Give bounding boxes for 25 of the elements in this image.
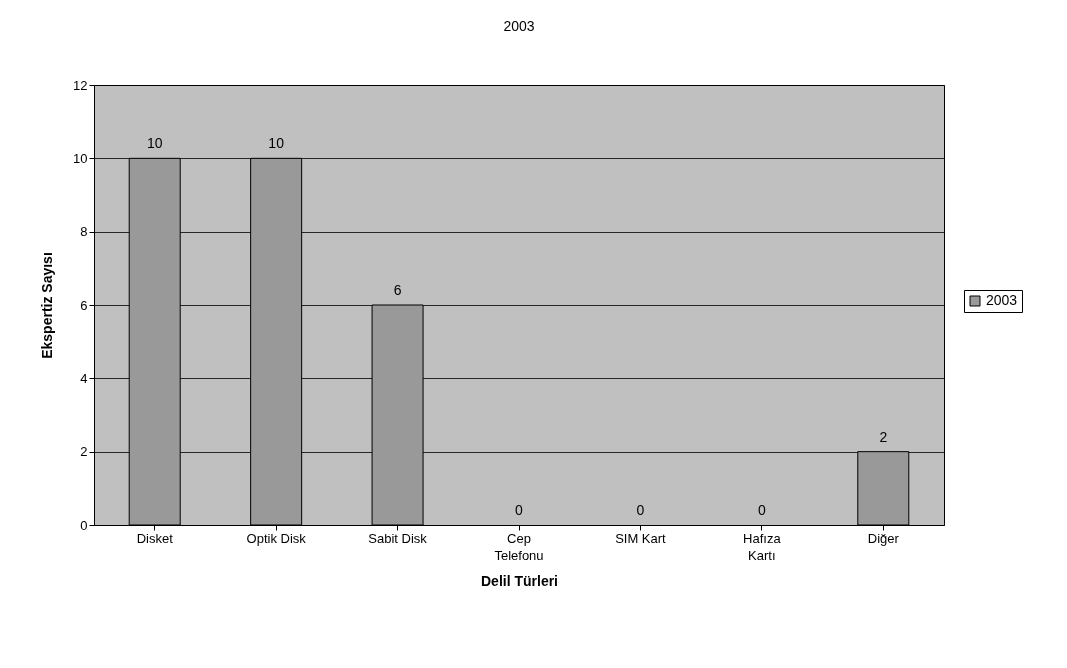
- y-axis-title: Ekspertiz Sayısı: [39, 252, 56, 359]
- y-tick-label: 4: [80, 370, 88, 386]
- x-tick-label: Diğer: [867, 530, 900, 546]
- data-label: 10: [268, 135, 285, 152]
- y-tick-label: 6: [80, 297, 88, 313]
- data-label: 2: [879, 428, 888, 445]
- y-tick-label: 10: [73, 150, 88, 166]
- data-label: 6: [393, 282, 402, 298]
- x-axis-title: Delil Türleri: [480, 572, 559, 589]
- y-tick-label: 12: [73, 77, 88, 93]
- x-tick-label: Cep Telefonu: [494, 530, 544, 563]
- legend-label: 2003: [986, 292, 1018, 308]
- data-label: 0: [636, 502, 645, 518]
- x-tick-label: SIM Kart: [615, 530, 667, 546]
- x-tick-label: Disket: [136, 530, 174, 546]
- data-label: 0: [757, 502, 766, 518]
- y-tick-label: 0: [80, 517, 88, 533]
- y-tick-label: 8: [80, 224, 88, 240]
- y-tick-label: 2: [80, 444, 88, 460]
- x-tick-label: Sabit Disk: [368, 530, 428, 546]
- x-tick-label: Hafıza Kartı: [743, 530, 782, 563]
- chart-title: 2003: [503, 18, 535, 34]
- data-label: 0: [515, 502, 524, 518]
- data-label: 10: [146, 135, 163, 152]
- x-tick-label: Optik Disk: [246, 530, 307, 546]
